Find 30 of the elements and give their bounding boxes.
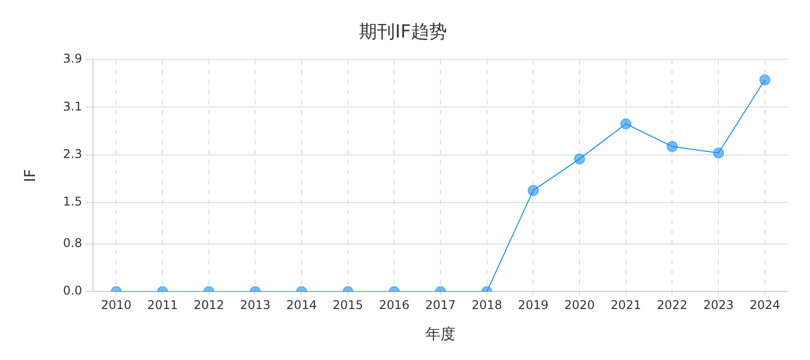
y-axis-title: IF — [20, 169, 39, 182]
x-tick-label: 2022 — [656, 298, 688, 312]
x-tick-label: 2012 — [194, 298, 224, 312]
x-axis-title: 年度 — [426, 324, 456, 343]
x-tick-label: 2019 — [518, 298, 548, 312]
x-tick-label: 2017 — [425, 298, 456, 312]
y-tick-label: 1.5 — [62, 194, 82, 208]
chart-title: 期刊IF趋势 — [359, 21, 447, 42]
y-tick-label: 0.8 — [62, 236, 82, 250]
y-tick-label: 2.3 — [62, 146, 82, 161]
x-tick-label: 2023 — [703, 298, 734, 312]
x-tick-label: 2011 — [147, 298, 178, 312]
point — [666, 140, 678, 152]
x-tick-label: 2018 — [472, 298, 502, 312]
x-tick-label: 2020 — [564, 298, 595, 312]
point — [713, 147, 724, 158]
x-tick-label: 2010 — [100, 298, 132, 312]
y-tick-label: 0.0 — [62, 284, 82, 298]
y-tick-label: 3.1 — [62, 99, 82, 114]
y-tick-label: 3.9 — [62, 52, 82, 66]
x-tick-label: 2014 — [286, 298, 317, 312]
point — [574, 153, 586, 164]
x-tick-label: 2024 — [750, 298, 780, 312]
point — [528, 184, 539, 196]
x-tick-label: 2016 — [378, 298, 410, 312]
x-tick-label: 2021 — [610, 298, 642, 312]
x-tick-label: 2015 — [332, 298, 364, 312]
point — [759, 74, 770, 86]
point — [620, 118, 632, 130]
x-tick-label: 2013 — [240, 298, 271, 312]
